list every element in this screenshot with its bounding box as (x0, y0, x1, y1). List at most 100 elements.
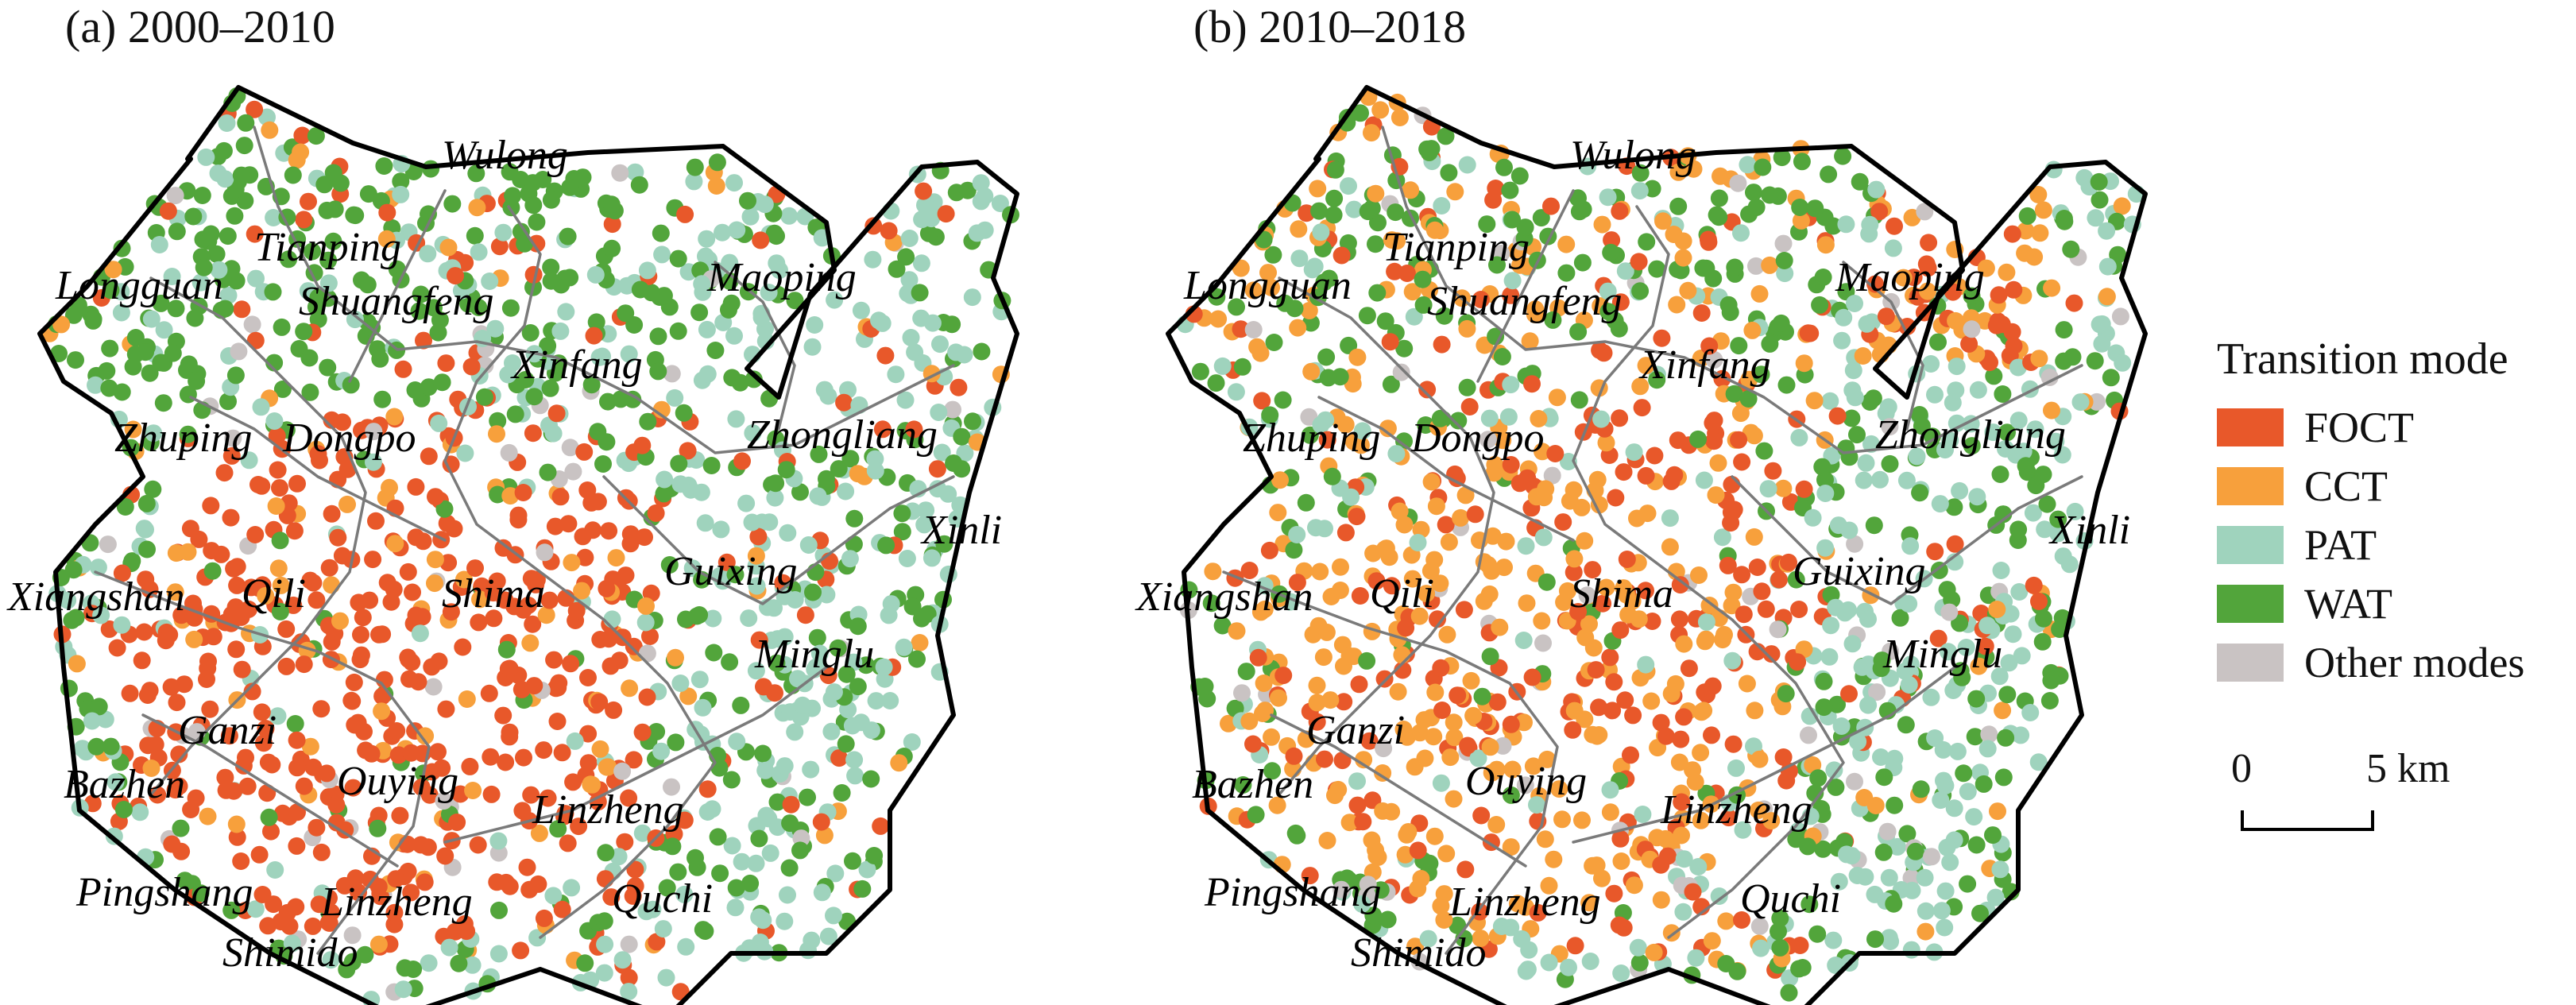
transition-point-wat (273, 318, 291, 336)
town-label: Bazhen (1192, 762, 1313, 807)
transition-point-wat (280, 250, 298, 269)
transition-point-cct (1692, 744, 1710, 762)
transition-point-wat (1791, 199, 1809, 216)
transition-point-cct (1584, 639, 1603, 657)
transition-point-cct (1947, 311, 1965, 330)
transition-point-wat (818, 470, 835, 488)
transition-point-pat (1674, 903, 1692, 921)
transition-point-foct (1673, 793, 1691, 811)
town-label: Minglu (754, 632, 874, 677)
transition-point-wat (193, 187, 211, 204)
transition-point-foct (257, 720, 275, 737)
transition-point-cct (1483, 763, 1501, 782)
transition-point-pat (1804, 508, 1822, 527)
transition-point-foct (352, 646, 370, 664)
transition-point-cct (1917, 922, 1935, 941)
town-label: Shuangfeng (1427, 279, 1623, 324)
transition-point-pat (544, 887, 563, 905)
transition-point-wat (660, 556, 679, 574)
town-label: Zhuping (1243, 416, 1380, 461)
transition-point-foct (121, 684, 139, 702)
transition-point-wat (696, 922, 714, 940)
transition-point-wat (670, 454, 688, 473)
transition-point-foct (518, 858, 536, 876)
transition-point-pat (789, 670, 806, 688)
transition-point-foct (370, 625, 388, 644)
transition-point-pat (846, 767, 864, 785)
transition-point-foct (1757, 600, 1775, 618)
transition-point-cct (1675, 635, 1693, 653)
transition-point-wat (561, 269, 579, 287)
transition-point-wat (903, 597, 922, 616)
transition-point-pat (456, 444, 474, 462)
transition-point-other-modes (1878, 822, 1897, 841)
transition-point-wat (1285, 541, 1303, 559)
transition-point-cct (1464, 706, 1483, 725)
transition-point-wat (516, 371, 535, 388)
transition-point-pat (922, 210, 941, 228)
transition-point-wat (1967, 690, 1986, 708)
transition-point-wat (639, 412, 657, 431)
transition-point-wat (64, 306, 83, 324)
legend-swatch (2217, 408, 2284, 446)
transition-point-pat (902, 329, 920, 346)
transition-point-wat (541, 379, 559, 397)
transition-point-wat (1325, 206, 1343, 224)
legend-label: CCT (2304, 462, 2388, 510)
transition-point-cct (1374, 764, 1392, 782)
transition-point-cct (267, 497, 285, 515)
transition-point-wat (791, 841, 809, 860)
transition-point-cct (1427, 497, 1445, 516)
transition-point-foct (187, 789, 205, 807)
transition-point-wat (837, 735, 855, 753)
transition-point-pat (1934, 740, 1952, 759)
transition-point-foct (470, 613, 488, 632)
transition-point-foct (750, 631, 768, 649)
transition-point-pat (544, 424, 563, 443)
transition-point-wat (1710, 208, 1728, 226)
transition-point-pat (240, 451, 258, 470)
transition-point-wat (1730, 337, 1748, 355)
transition-point-foct (427, 488, 444, 506)
transition-point-pat (2026, 420, 2044, 439)
transition-point-foct (546, 517, 564, 535)
transition-point-cct (1332, 558, 1349, 576)
transition-point-wat (1809, 769, 1828, 787)
transition-point-foct (1383, 577, 1401, 595)
transition-point-pat (603, 610, 621, 628)
transition-point-pat (219, 286, 238, 304)
transition-point-foct (1603, 702, 1622, 720)
transition-point-wat (420, 378, 438, 396)
transition-point-wat (338, 961, 356, 979)
transition-point-foct (243, 682, 261, 701)
transition-point-wat (542, 191, 560, 209)
transition-point-pat (733, 852, 751, 871)
transition-point-foct (1703, 726, 1720, 744)
transition-point-pat (728, 221, 746, 239)
transition-point-pat (898, 550, 916, 567)
transition-point-pat (991, 195, 1009, 212)
transition-point-cct (471, 590, 489, 609)
transition-point-foct (1529, 903, 1547, 922)
transition-point-wat (1816, 471, 1834, 489)
transition-point-other-modes (663, 365, 681, 383)
transition-point-foct (304, 758, 323, 776)
transition-point-foct (1472, 291, 1490, 308)
transition-point-pat (1840, 521, 1859, 539)
transition-point-pat (2029, 753, 2048, 771)
transition-point-foct (1722, 514, 1740, 532)
transition-point-wat (1824, 217, 1843, 235)
transition-point-pat (825, 906, 842, 925)
transition-point-pat (1941, 853, 1959, 872)
transition-point-wat (1631, 282, 1650, 300)
transition-point-foct (1433, 702, 1451, 719)
transition-point-foct (1730, 431, 1748, 449)
transition-point-wat (1286, 824, 1305, 842)
transition-point-foct (1594, 594, 1612, 613)
transition-point-wat (324, 232, 342, 250)
transition-point-wat (686, 158, 704, 176)
transition-point-pat (721, 253, 739, 272)
transition-point-cct (458, 690, 476, 708)
transition-point-pat (1599, 282, 1617, 300)
